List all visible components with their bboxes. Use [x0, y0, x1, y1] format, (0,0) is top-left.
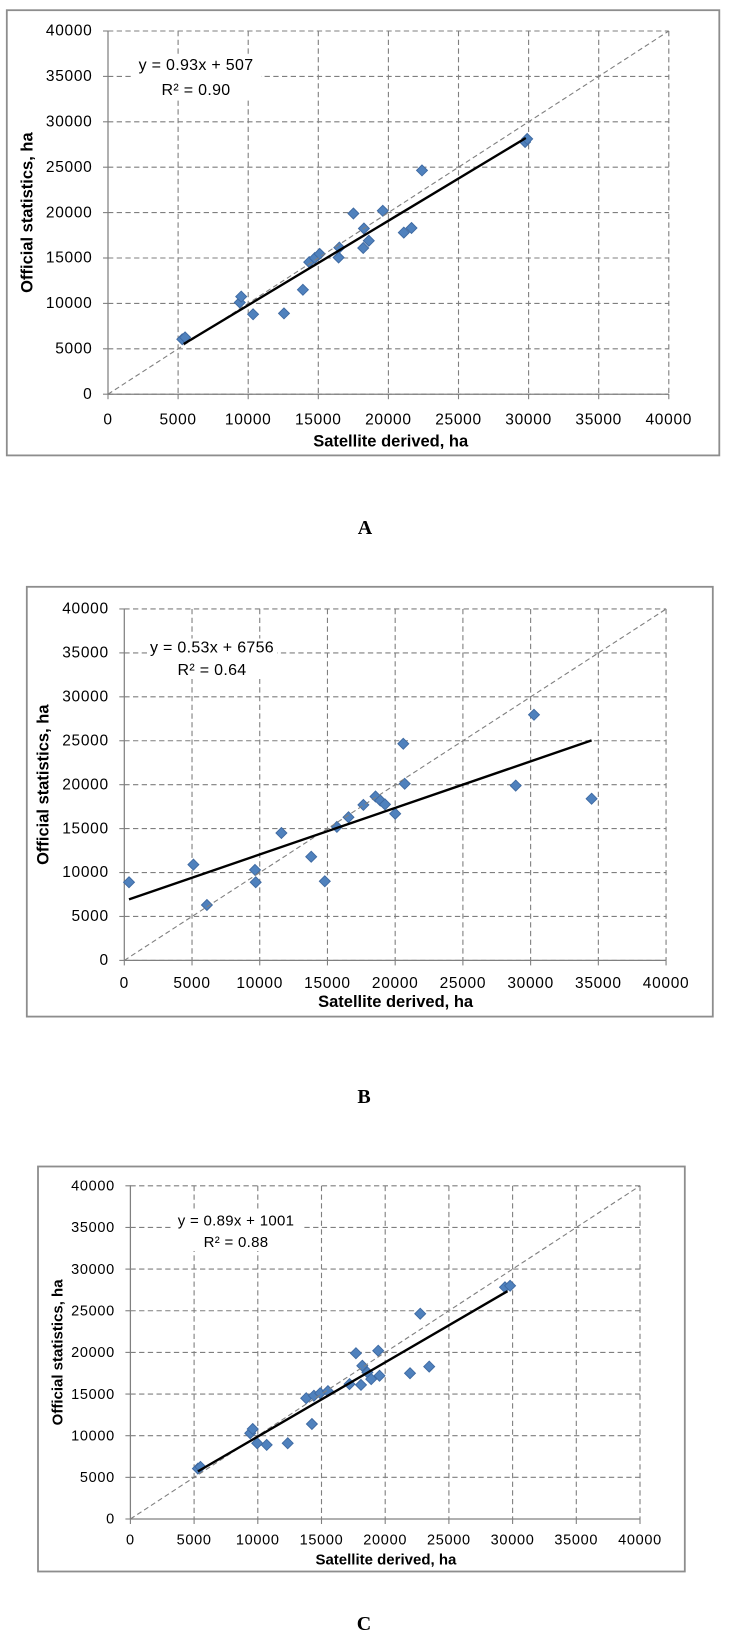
svg-text:25000: 25000: [427, 1533, 471, 1549]
svg-text:5000: 5000: [72, 908, 109, 925]
svg-text:R² = 0.90: R² = 0.90: [162, 82, 231, 99]
svg-text:30000: 30000: [62, 689, 109, 706]
svg-text:40000: 40000: [46, 23, 93, 40]
svg-text:35000: 35000: [71, 1220, 115, 1236]
svg-text:25000: 25000: [62, 732, 109, 749]
svg-text:30000: 30000: [46, 114, 93, 131]
svg-text:A: A: [358, 517, 373, 539]
svg-text:y = 0.93x + 507: y = 0.93x + 507: [139, 57, 254, 74]
svg-text:y = 0.53x + 6756: y = 0.53x + 6756: [150, 640, 274, 657]
svg-text:0: 0: [83, 386, 92, 403]
svg-text:5000: 5000: [159, 412, 196, 429]
svg-text:40000: 40000: [643, 975, 690, 992]
svg-text:B: B: [357, 1086, 370, 1108]
svg-text:30000: 30000: [505, 412, 552, 429]
svg-text:25000: 25000: [440, 975, 487, 992]
svg-text:10000: 10000: [62, 864, 109, 881]
svg-text:25000: 25000: [435, 412, 482, 429]
svg-text:15000: 15000: [295, 412, 342, 429]
svg-text:5000: 5000: [173, 975, 210, 992]
svg-text:20000: 20000: [365, 412, 412, 429]
svg-text:30000: 30000: [71, 1262, 115, 1278]
svg-text:0: 0: [106, 1512, 115, 1528]
svg-text:30000: 30000: [491, 1533, 535, 1549]
svg-text:20000: 20000: [363, 1533, 407, 1549]
svg-text:20000: 20000: [62, 776, 109, 793]
svg-text:25000: 25000: [71, 1303, 115, 1319]
svg-text:0: 0: [103, 412, 112, 429]
svg-text:20000: 20000: [46, 204, 93, 221]
svg-text:25000: 25000: [46, 159, 93, 176]
svg-text:20000: 20000: [372, 975, 419, 992]
svg-text:20000: 20000: [71, 1345, 115, 1361]
svg-text:Satellite derived, ha: Satellite derived, ha: [315, 1552, 457, 1569]
svg-text:Satellite derived, ha: Satellite derived, ha: [318, 993, 474, 1011]
svg-text:Satellite derived, ha: Satellite derived, ha: [313, 433, 469, 451]
svg-text:35000: 35000: [575, 975, 622, 992]
svg-text:40000: 40000: [645, 412, 692, 429]
svg-text:10000: 10000: [225, 412, 272, 429]
svg-text:10000: 10000: [46, 295, 93, 312]
svg-text:0: 0: [126, 1533, 135, 1549]
svg-text:5000: 5000: [80, 1470, 115, 1486]
svg-text:5000: 5000: [55, 341, 92, 358]
svg-text:15000: 15000: [62, 820, 109, 837]
svg-text:10000: 10000: [71, 1428, 115, 1444]
svg-text:35000: 35000: [62, 645, 109, 662]
svg-text:10000: 10000: [236, 975, 283, 992]
svg-text:Official statistics, ha: Official statistics, ha: [19, 132, 37, 293]
svg-text:40000: 40000: [62, 601, 109, 618]
svg-text:35000: 35000: [554, 1533, 598, 1549]
svg-text:15000: 15000: [304, 975, 351, 992]
svg-text:Official statistics, ha: Official statistics, ha: [35, 704, 53, 865]
svg-text:40000: 40000: [618, 1533, 662, 1549]
svg-text:R² = 0.64: R² = 0.64: [178, 662, 247, 679]
svg-text:40000: 40000: [71, 1179, 115, 1195]
svg-text:C: C: [357, 1613, 371, 1635]
svg-text:R² = 0.88: R² = 0.88: [204, 1234, 269, 1251]
svg-text:15000: 15000: [71, 1387, 115, 1403]
svg-text:0: 0: [120, 975, 129, 992]
svg-text:y = 0.89x + 1001: y = 0.89x + 1001: [178, 1213, 295, 1230]
svg-text:Official statistics, ha: Official statistics, ha: [50, 1279, 67, 1426]
svg-text:5000: 5000: [177, 1533, 212, 1549]
svg-text:35000: 35000: [575, 412, 622, 429]
svg-text:15000: 15000: [300, 1533, 344, 1549]
svg-text:0: 0: [99, 952, 108, 969]
svg-text:30000: 30000: [507, 975, 554, 992]
svg-text:15000: 15000: [46, 250, 93, 267]
svg-text:10000: 10000: [236, 1533, 280, 1549]
svg-text:35000: 35000: [46, 68, 93, 85]
